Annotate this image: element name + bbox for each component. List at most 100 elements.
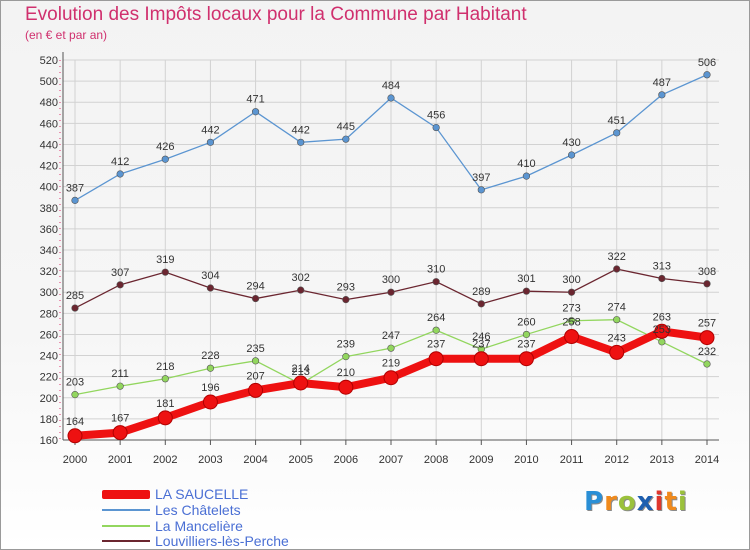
- data-point-la-saucelle: [473, 351, 489, 367]
- legend-item-1: Les Châtelets: [102, 502, 241, 518]
- data-point-louvilliers-l-s-perche: [658, 274, 666, 283]
- data-point-les-ch-telets: [251, 108, 260, 116]
- x-tick-label: 2006: [334, 454, 358, 466]
- data-point-louvilliers-l-s-perche: [251, 294, 260, 303]
- x-tick-label: 2002: [153, 454, 177, 466]
- data-point-la-saucelle: [518, 351, 534, 367]
- data-label-les-ch-telets: 506: [698, 57, 716, 69]
- data-label-la-saucelle: 214: [292, 363, 310, 375]
- data-label-la-manceli-re: 211: [111, 368, 129, 380]
- y-tick-label: 300: [40, 287, 58, 299]
- data-label-les-ch-telets: 442: [201, 124, 219, 136]
- data-label-les-ch-telets: 484: [382, 80, 400, 92]
- data-label-la-saucelle: 167: [111, 413, 129, 425]
- legend-swatch-2: [102, 525, 150, 527]
- data-point-les-ch-telets: [116, 170, 124, 178]
- data-point-louvilliers-l-s-perche: [522, 287, 531, 295]
- legend-swatch-1: [102, 509, 150, 511]
- x-tick-label: 2001: [108, 454, 132, 466]
- data-label-les-ch-telets: 397: [472, 172, 490, 184]
- data-point-la-manceli-re: [116, 382, 124, 390]
- data-point-les-ch-telets: [206, 138, 215, 146]
- data-label-la-saucelle: 257: [698, 318, 716, 330]
- y-tick-label: 480: [40, 97, 58, 109]
- logo-letter: x: [636, 487, 655, 517]
- data-point-la-saucelle: [564, 329, 580, 345]
- data-label-louvilliers-l-s-perche: 304: [201, 270, 219, 282]
- logo-letter: o: [617, 487, 637, 517]
- legend-swatch-0: [102, 489, 150, 499]
- data-label-les-ch-telets: 410: [517, 158, 535, 170]
- data-point-louvilliers-l-s-perche: [432, 278, 440, 286]
- x-tick-label: 2011: [560, 454, 584, 466]
- data-point-la-manceli-re: [658, 338, 666, 346]
- data-label-la-saucelle: 219: [382, 358, 400, 370]
- legend-item-0: LA SAUCELLE: [102, 486, 248, 502]
- data-label-la-saucelle: 207: [246, 370, 264, 382]
- legend-label-3: Louvilliers-lès-Perche: [155, 533, 289, 549]
- data-point-louvilliers-l-s-perche: [116, 281, 124, 289]
- data-point-les-ch-telets: [613, 129, 621, 137]
- data-label-les-ch-telets: 387: [66, 182, 84, 194]
- legend-swatch-3: [102, 540, 150, 542]
- data-label-les-ch-telets: 451: [608, 115, 626, 127]
- legend-label-1: Les Châtelets: [155, 502, 241, 518]
- data-point-les-ch-telets: [567, 151, 576, 159]
- y-tick-label: 440: [40, 139, 58, 151]
- data-point-la-saucelle: [699, 330, 715, 346]
- data-point-la-saucelle: [428, 351, 444, 367]
- y-tick-label: 180: [40, 414, 58, 426]
- data-label-la-manceli-re: 273: [562, 303, 580, 315]
- legend-item-3: Louvilliers-lès-Perche: [102, 533, 289, 549]
- data-point-louvilliers-l-s-perche: [703, 280, 711, 288]
- legend-label-2: La Mancelière: [155, 518, 243, 534]
- data-label-louvilliers-l-s-perche: 300: [562, 274, 580, 286]
- data-label-la-manceli-re: 213: [292, 366, 310, 378]
- y-tick-label: 340: [40, 245, 58, 257]
- data-point-louvilliers-l-s-perche: [206, 284, 215, 292]
- data-point-les-ch-telets: [161, 155, 169, 163]
- data-point-la-manceli-re: [71, 391, 79, 399]
- data-label-la-saucelle: 237: [427, 339, 445, 351]
- data-point-la-manceli-re: [613, 316, 621, 324]
- chart-subtitle: (en € et par an): [25, 28, 108, 42]
- data-label-la-manceli-re: 239: [337, 339, 355, 351]
- data-label-louvilliers-l-s-perche: 294: [246, 281, 264, 293]
- data-label-la-manceli-re: 228: [201, 350, 219, 362]
- y-tick-label: 360: [40, 224, 58, 236]
- x-tick-label: 2003: [198, 454, 222, 466]
- y-tick-label: 220: [40, 372, 58, 384]
- data-point-la-saucelle: [157, 410, 173, 426]
- data-label-louvilliers-l-s-perche: 310: [427, 264, 445, 276]
- data-point-la-manceli-re: [432, 326, 440, 334]
- legend-item-2: La Mancelière: [102, 518, 243, 534]
- data-label-louvilliers-l-s-perche: 301: [517, 273, 535, 285]
- proxiti-logo: Proxiti: [584, 487, 688, 517]
- x-tick-label: 2013: [650, 454, 674, 466]
- data-point-les-ch-telets: [297, 138, 305, 146]
- data-label-louvilliers-l-s-perche: 313: [653, 261, 671, 273]
- data-point-les-ch-telets: [658, 91, 666, 99]
- data-label-la-saucelle: 196: [201, 382, 219, 394]
- data-point-les-ch-telets: [522, 172, 531, 180]
- data-label-la-saucelle: 210: [337, 367, 355, 379]
- chart-title: Evolution des Impôts locaux pour la Comm…: [25, 4, 527, 25]
- data-label-la-saucelle: 164: [66, 416, 84, 428]
- data-label-louvilliers-l-s-perche: 293: [337, 282, 355, 294]
- y-tick-label: 500: [40, 76, 58, 88]
- data-labels: 387 412 426 442 471 442 445 484 456 397 410 430 451 4…: [66, 57, 716, 428]
- data-point-la-saucelle: [67, 428, 83, 444]
- data-label-la-saucelle: 181: [156, 398, 174, 410]
- x-tick-label: 2014: [695, 454, 719, 466]
- data-point-louvilliers-l-s-perche: [342, 296, 350, 304]
- logo-letter: i: [654, 487, 665, 517]
- x-tick-label: 2004: [243, 454, 267, 466]
- data-point-les-ch-telets: [703, 71, 711, 79]
- data-label-la-manceli-re: 203: [66, 377, 84, 389]
- data-label-la-manceli-re: 246: [472, 331, 490, 343]
- data-point-les-ch-telets: [477, 186, 485, 194]
- data-point-la-manceli-re: [522, 330, 531, 339]
- y-tick-label: 260: [40, 329, 58, 341]
- y-tick-label: 520: [40, 55, 58, 67]
- y-tick-label: 160: [40, 435, 58, 447]
